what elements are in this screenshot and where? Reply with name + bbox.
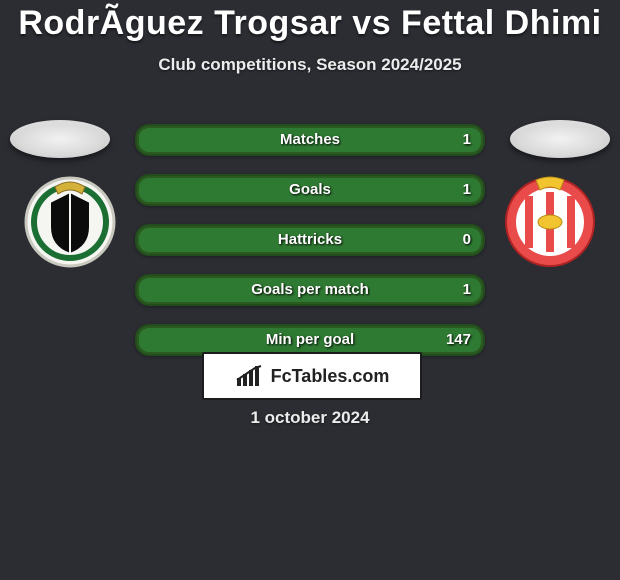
stat-row: Matches 1 <box>135 124 485 156</box>
stat-value: 1 <box>463 126 471 154</box>
stat-value: 1 <box>463 176 471 204</box>
headline-title: RodrÃ­guez Trogsar vs Fettal Dhimi <box>0 0 620 43</box>
brand-text: FcTables.com <box>271 366 390 387</box>
stat-label: Matches <box>137 126 483 154</box>
stat-row: Goals per match 1 <box>135 274 485 306</box>
club-badge-left-icon <box>20 172 120 272</box>
comparison-card: RodrÃ­guez Trogsar vs Fettal Dhimi Club … <box>0 0 620 580</box>
stat-label: Goals <box>137 176 483 204</box>
headline-subtitle: Club competitions, Season 2024/2025 <box>0 55 620 75</box>
stat-rows: Matches 1 Goals 1 Hattricks 0 Goals per … <box>135 124 485 374</box>
brand-box: FcTables.com <box>202 352 422 400</box>
stat-label: Goals per match <box>137 276 483 304</box>
stat-row: Hattricks 0 <box>135 224 485 256</box>
stat-value: 147 <box>446 326 471 354</box>
club-badge-left <box>20 172 120 272</box>
stat-row: Goals 1 <box>135 174 485 206</box>
player-right-ellipse <box>510 120 610 158</box>
club-badge-right-icon <box>500 172 600 272</box>
stat-label: Min per goal <box>137 326 483 354</box>
stat-value: 0 <box>463 226 471 254</box>
brand-chart-icon <box>235 364 263 388</box>
stat-label: Hattricks <box>137 226 483 254</box>
date-text: 1 october 2024 <box>0 408 620 428</box>
player-left-ellipse <box>10 120 110 158</box>
club-badge-right <box>500 172 600 272</box>
stat-value: 1 <box>463 276 471 304</box>
